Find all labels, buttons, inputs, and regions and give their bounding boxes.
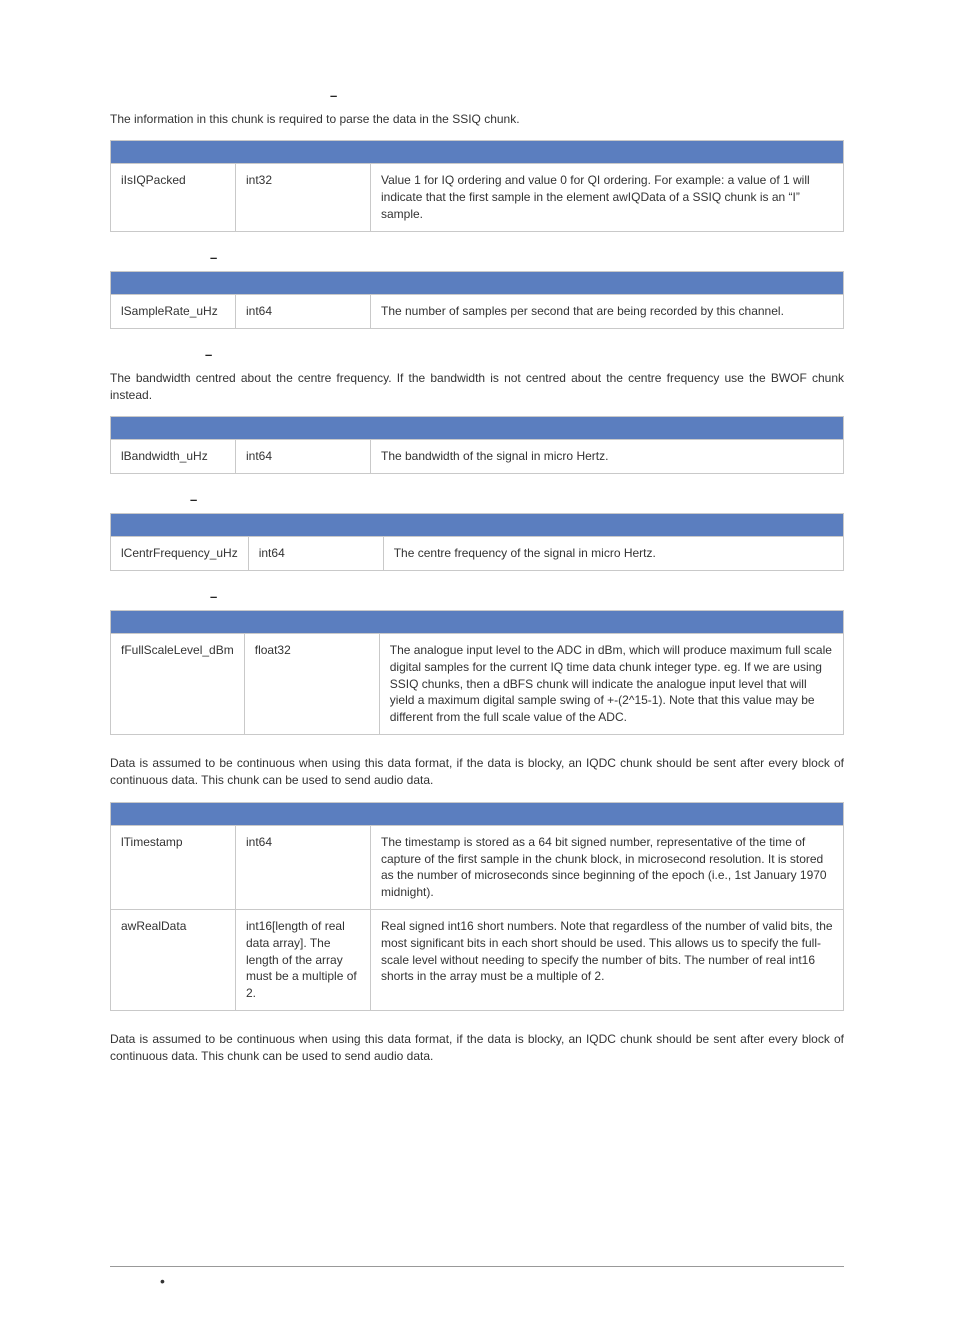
cell-desc: Real signed int16 short numbers. Note th…: [371, 909, 844, 1010]
heading-dash: –: [205, 347, 212, 362]
cell-name: lSampleRate_uHz: [111, 294, 236, 328]
cell-name: lBandwidth_uHz: [111, 440, 236, 474]
table-2: lSampleRate_uHz int64 The number of samp…: [110, 271, 844, 329]
cell-name: lCentrFrequency_uHz: [111, 537, 249, 571]
table-header-bar: [111, 514, 844, 537]
section-intro-7: Data is assumed to be continuous when us…: [110, 1031, 844, 1066]
section-intro-6: Data is assumed to be continuous when us…: [110, 755, 844, 790]
table-header-bar: [111, 802, 844, 825]
footer-bullet: •: [110, 1273, 844, 1289]
table-header-bar: [111, 271, 844, 294]
section-heading-2: –: [110, 250, 844, 265]
cell-desc: The centre frequency of the signal in mi…: [383, 537, 843, 571]
cell-desc: The bandwidth of the signal in micro Her…: [371, 440, 844, 474]
table-3: lBandwidth_uHz int64 The bandwidth of th…: [110, 416, 844, 474]
section-heading-1: –: [110, 88, 844, 103]
cell-type: int64: [236, 294, 371, 328]
cell-name: fFullScaleLevel_dBm: [111, 633, 245, 734]
cell-desc: The analogue input level to the ADC in d…: [379, 633, 843, 734]
table-row: lBandwidth_uHz int64 The bandwidth of th…: [111, 440, 844, 474]
footer-rule: [110, 1266, 844, 1267]
table-header-bar: [111, 417, 844, 440]
heading-dash: –: [190, 492, 197, 507]
heading-dash: –: [210, 250, 217, 265]
table-row: awRealData int16[length of real data arr…: [111, 909, 844, 1010]
table-row: lTimestamp int64 The timestamp is stored…: [111, 825, 844, 909]
table-4: lCentrFrequency_uHz int64 The centre fre…: [110, 513, 844, 571]
cell-desc: The number of samples per second that ar…: [371, 294, 844, 328]
section-intro-1: The information in this chunk is require…: [110, 111, 844, 128]
cell-type: int16[length of real data array]. The le…: [236, 909, 371, 1010]
section-heading-5: –: [110, 589, 844, 604]
heading-dash: –: [210, 589, 217, 604]
table-row: fFullScaleLevel_dBm float32 The analogue…: [111, 633, 844, 734]
section-heading-3: –: [110, 347, 844, 362]
cell-type: int64: [236, 440, 371, 474]
cell-name: iIsIQPacked: [111, 164, 236, 231]
table-6: lTimestamp int64 The timestamp is stored…: [110, 802, 844, 1011]
table-header-bar: [111, 610, 844, 633]
cell-type: int32: [236, 164, 371, 231]
cell-type: int64: [236, 825, 371, 909]
cell-desc: The timestamp is stored as a 64 bit sign…: [371, 825, 844, 909]
table-header-bar: [111, 141, 844, 164]
cell-type: float32: [244, 633, 379, 734]
cell-name: awRealData: [111, 909, 236, 1010]
page-content: – The information in this chunk is requi…: [0, 0, 954, 1329]
cell-desc: Value 1 for IQ ordering and value 0 for …: [371, 164, 844, 231]
heading-dash: –: [330, 88, 337, 103]
cell-name: lTimestamp: [111, 825, 236, 909]
table-5: fFullScaleLevel_dBm float32 The analogue…: [110, 610, 844, 735]
section-heading-4: –: [110, 492, 844, 507]
table-row: lCentrFrequency_uHz int64 The centre fre…: [111, 537, 844, 571]
cell-type: int64: [248, 537, 383, 571]
table-row: lSampleRate_uHz int64 The number of samp…: [111, 294, 844, 328]
section-intro-3: The bandwidth centred about the centre f…: [110, 370, 844, 405]
table-row: iIsIQPacked int32 Value 1 for IQ orderin…: [111, 164, 844, 231]
table-1: iIsIQPacked int32 Value 1 for IQ orderin…: [110, 140, 844, 231]
